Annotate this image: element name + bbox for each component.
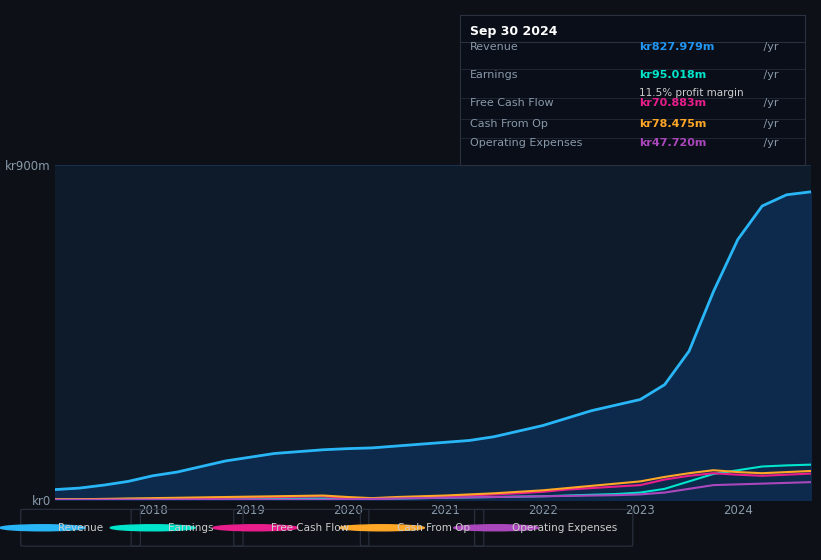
- Text: kr47.720m: kr47.720m: [640, 138, 707, 148]
- Text: /yr: /yr: [760, 43, 778, 53]
- Text: Cash From Op: Cash From Op: [470, 119, 548, 129]
- Text: /yr: /yr: [760, 69, 778, 80]
- Text: 11.5% profit margin: 11.5% profit margin: [640, 87, 744, 97]
- Circle shape: [0, 525, 85, 531]
- Text: Revenue: Revenue: [470, 43, 519, 53]
- Text: Earnings: Earnings: [168, 523, 213, 533]
- Text: Operating Expenses: Operating Expenses: [470, 138, 583, 148]
- Text: Cash From Op: Cash From Op: [397, 523, 470, 533]
- Text: kr827.979m: kr827.979m: [640, 43, 715, 53]
- Circle shape: [340, 525, 424, 531]
- Circle shape: [213, 525, 298, 531]
- Text: Operating Expenses: Operating Expenses: [511, 523, 617, 533]
- Text: Sep 30 2024: Sep 30 2024: [470, 26, 557, 39]
- Text: kr70.883m: kr70.883m: [640, 98, 707, 108]
- Text: Free Cash Flow: Free Cash Flow: [271, 523, 349, 533]
- Text: /yr: /yr: [760, 138, 778, 148]
- Text: Revenue: Revenue: [57, 523, 103, 533]
- Text: Earnings: Earnings: [470, 69, 519, 80]
- Text: /yr: /yr: [760, 98, 778, 108]
- Circle shape: [454, 525, 539, 531]
- Text: Free Cash Flow: Free Cash Flow: [470, 98, 554, 108]
- Text: kr78.475m: kr78.475m: [640, 119, 707, 129]
- Circle shape: [110, 525, 195, 531]
- Text: kr95.018m: kr95.018m: [640, 69, 707, 80]
- Text: /yr: /yr: [760, 119, 778, 129]
